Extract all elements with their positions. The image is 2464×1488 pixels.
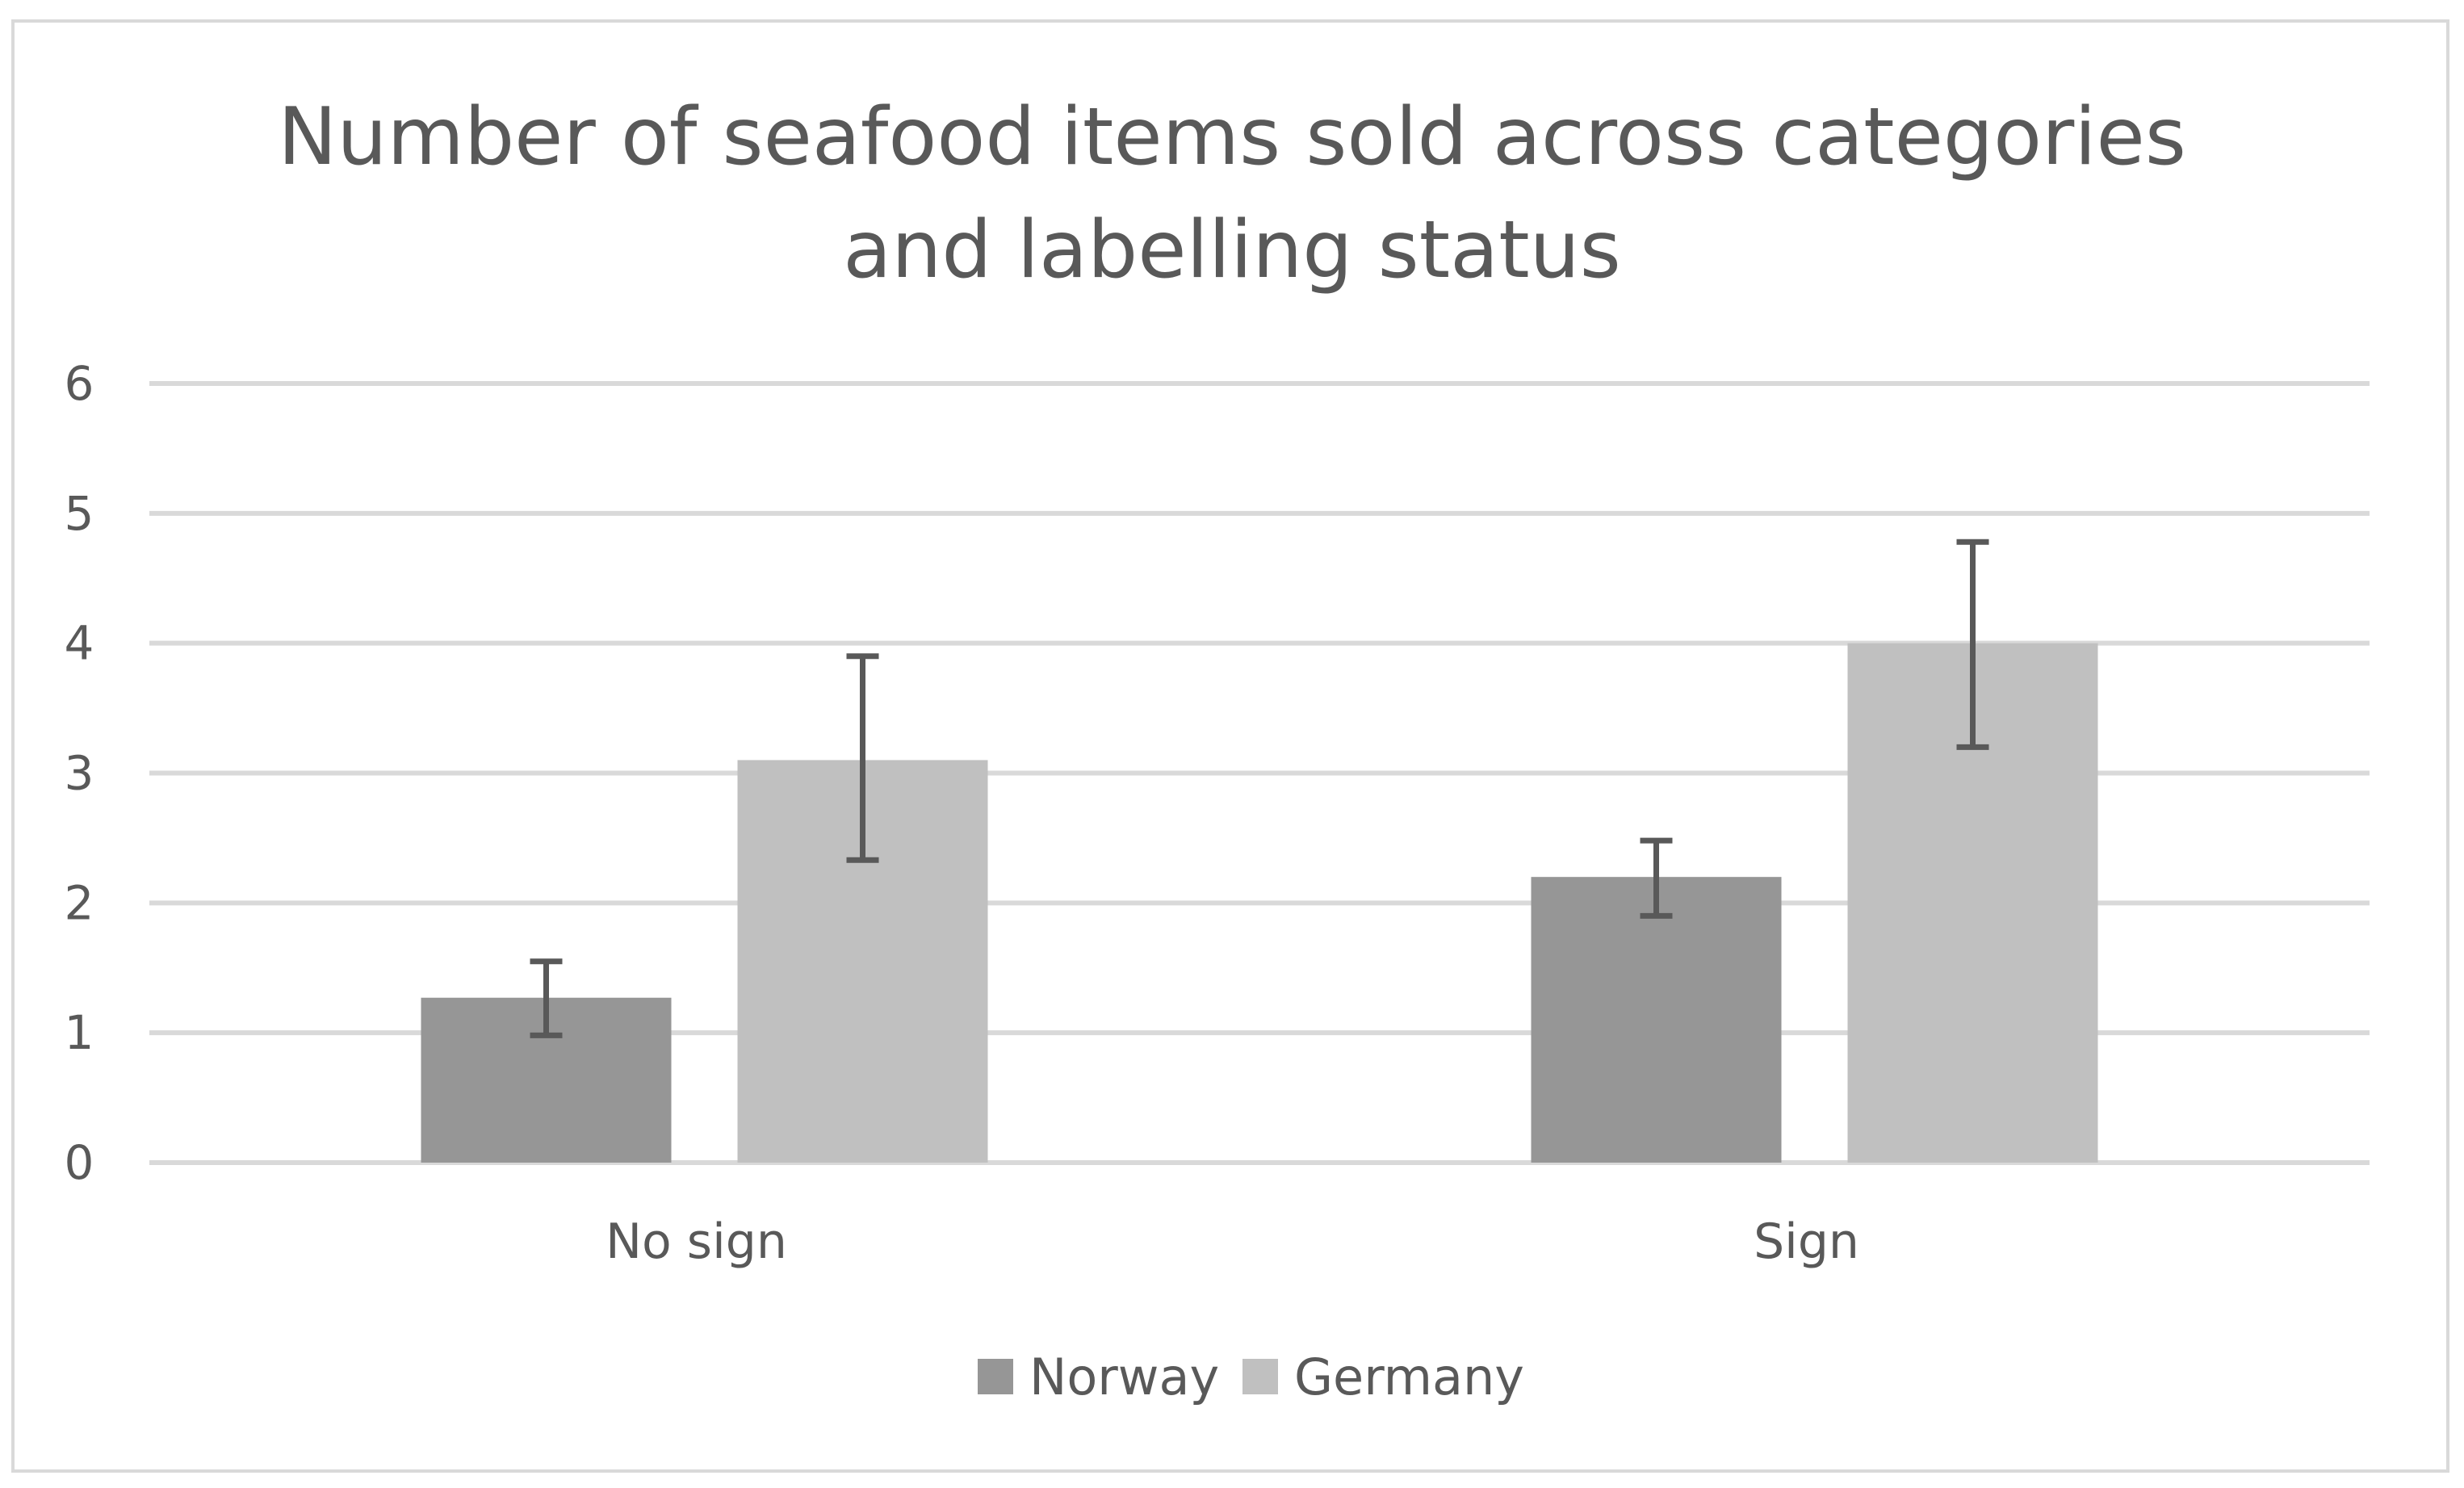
x-category-label: No sign <box>606 1213 787 1270</box>
y-tick-label: 1 <box>65 1005 94 1060</box>
y-axis-ticks: 0 1 2 3 4 5 6 <box>65 356 94 1190</box>
y-tick-label: 5 <box>65 486 94 541</box>
legend-label: Germany <box>1294 1348 1524 1406</box>
y-tick-label: 0 <box>65 1135 94 1190</box>
bar <box>1531 877 1782 1163</box>
error-bars <box>530 539 1989 1038</box>
bars <box>421 643 2098 1163</box>
y-tick-label: 2 <box>65 875 94 930</box>
y-tick-label: 6 <box>65 356 94 411</box>
legend-swatch <box>978 1359 1013 1394</box>
x-category-label: Sign <box>1754 1213 1859 1270</box>
chart-title: Number of seafood items sold across cate… <box>278 91 2186 296</box>
y-tick-label: 4 <box>65 616 94 671</box>
legend-swatch <box>1242 1359 1278 1394</box>
legend-label: Norway <box>1029 1348 1219 1406</box>
y-tick-label: 3 <box>65 746 94 801</box>
legend: Norway Germany <box>978 1348 1524 1406</box>
x-axis-categories: No sign Sign <box>606 1213 1859 1270</box>
